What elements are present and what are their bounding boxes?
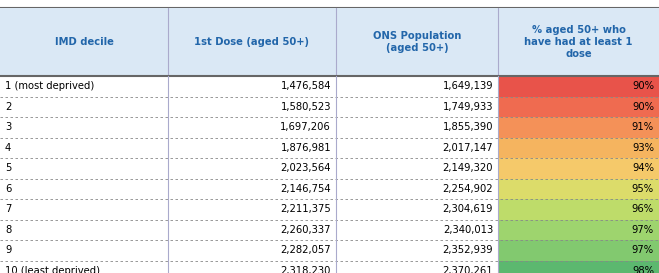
Bar [498, 260, 659, 273]
Bar [168, 199, 336, 219]
Text: % aged 50+ who
have had at least 1
dose: % aged 50+ who have had at least 1 dose [525, 25, 633, 59]
Text: 1,855,390: 1,855,390 [442, 122, 493, 132]
Text: 1,697,206: 1,697,206 [280, 122, 331, 132]
Text: 97%: 97% [632, 245, 654, 255]
Text: 2,254,902: 2,254,902 [442, 184, 493, 194]
Bar [0, 240, 168, 260]
Bar [0, 158, 168, 179]
Bar [498, 8, 659, 76]
Text: 97%: 97% [632, 225, 654, 235]
Bar [0, 138, 168, 158]
Text: 10 (least deprived): 10 (least deprived) [5, 266, 100, 273]
Text: 2,352,939: 2,352,939 [442, 245, 493, 255]
Text: 1st Dose (aged 50+): 1st Dose (aged 50+) [194, 37, 310, 47]
Text: 96%: 96% [632, 204, 654, 214]
Bar [336, 260, 498, 273]
Text: 2,260,337: 2,260,337 [281, 225, 331, 235]
Bar [0, 199, 168, 219]
Text: 4: 4 [5, 143, 11, 153]
Bar [336, 96, 498, 117]
Bar [0, 76, 168, 96]
Bar [0, 260, 168, 273]
Text: 8: 8 [5, 225, 11, 235]
Bar [168, 8, 336, 76]
Text: 2,146,754: 2,146,754 [280, 184, 331, 194]
Text: 2: 2 [5, 102, 11, 112]
Bar [498, 138, 659, 158]
Text: 90%: 90% [632, 102, 654, 112]
Bar [498, 179, 659, 199]
Bar [0, 179, 168, 199]
Bar [168, 260, 336, 273]
Bar [168, 158, 336, 179]
Text: 95%: 95% [632, 184, 654, 194]
Text: 9: 9 [5, 245, 11, 255]
Text: 1,749,933: 1,749,933 [442, 102, 493, 112]
Text: 2,318,230: 2,318,230 [281, 266, 331, 273]
Bar [336, 158, 498, 179]
Text: 2,282,057: 2,282,057 [280, 245, 331, 255]
Bar [336, 179, 498, 199]
Text: 1,649,139: 1,649,139 [442, 81, 493, 91]
Bar [336, 76, 498, 96]
Bar [336, 199, 498, 219]
Bar [168, 240, 336, 260]
Text: 2,304,619: 2,304,619 [442, 204, 493, 214]
Text: 6: 6 [5, 184, 11, 194]
Text: 93%: 93% [632, 143, 654, 153]
Text: 98%: 98% [632, 266, 654, 273]
Bar [498, 96, 659, 117]
Bar [0, 117, 168, 138]
Text: 90%: 90% [632, 81, 654, 91]
Bar [498, 117, 659, 138]
Bar [336, 8, 498, 76]
Text: 2,340,013: 2,340,013 [443, 225, 493, 235]
Text: 2,023,564: 2,023,564 [281, 163, 331, 173]
Text: 1 (most deprived): 1 (most deprived) [5, 81, 94, 91]
Text: 1,580,523: 1,580,523 [281, 102, 331, 112]
Bar [168, 76, 336, 96]
Bar [336, 240, 498, 260]
Text: 5: 5 [5, 163, 11, 173]
Text: 7: 7 [5, 204, 11, 214]
Text: 91%: 91% [632, 122, 654, 132]
Bar [498, 158, 659, 179]
Bar [0, 96, 168, 117]
Bar [336, 219, 498, 240]
Text: 3: 3 [5, 122, 11, 132]
Bar [168, 138, 336, 158]
Text: 1,476,584: 1,476,584 [281, 81, 331, 91]
Bar [498, 76, 659, 96]
Bar [168, 96, 336, 117]
Text: 2,370,261: 2,370,261 [442, 266, 493, 273]
Text: 2,211,375: 2,211,375 [280, 204, 331, 214]
Bar [168, 219, 336, 240]
Bar [336, 138, 498, 158]
Text: ONS Population
(aged 50+): ONS Population (aged 50+) [373, 31, 461, 53]
Bar [0, 219, 168, 240]
Bar [336, 117, 498, 138]
Text: 94%: 94% [632, 163, 654, 173]
Text: IMD decile: IMD decile [55, 37, 113, 47]
Text: 2,149,320: 2,149,320 [442, 163, 493, 173]
Bar [498, 199, 659, 219]
Bar [0, 8, 168, 76]
Bar [168, 117, 336, 138]
Bar [168, 179, 336, 199]
Bar [498, 219, 659, 240]
Bar [498, 240, 659, 260]
Text: 1,876,981: 1,876,981 [280, 143, 331, 153]
Text: 2,017,147: 2,017,147 [442, 143, 493, 153]
